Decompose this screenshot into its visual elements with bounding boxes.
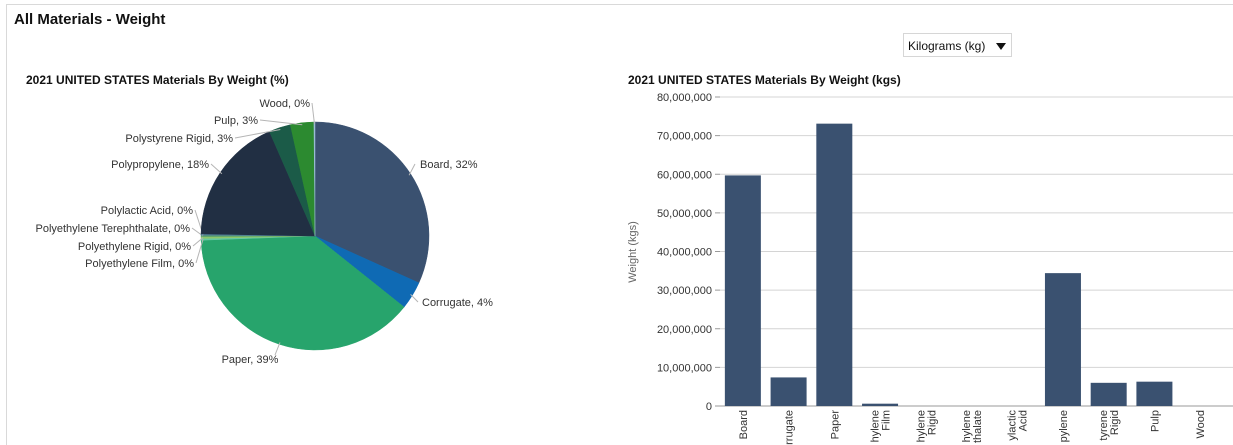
y-tick-label: 70,000,000 [657, 131, 712, 143]
bar[interactable] [724, 175, 761, 406]
pie-leader-line [234, 129, 281, 139]
pie-slice-label: Polypropylene, 18% [111, 159, 209, 171]
bar[interactable] [1090, 382, 1127, 406]
x-tick-label: Paper [829, 410, 841, 440]
x-tick-label: hylene thalate [961, 410, 984, 443]
bar-chart-title: 2021 UNITED STATES Materials By Weight (… [628, 73, 901, 87]
x-tick-label: hylene Rigid [915, 410, 938, 442]
y-tick-label: 80,000,000 [657, 92, 712, 104]
x-tick-label: tyrene Rigid [1098, 410, 1121, 441]
x-tick-label-line: Rigid [926, 410, 938, 435]
pie-leader-line [195, 239, 204, 264]
x-tick-label-line: Film [881, 410, 893, 431]
pie-slice-label: Polystyrene Rigid, 3% [125, 133, 233, 145]
y-tick-label: 20,000,000 [657, 324, 712, 336]
x-tick-label-line: ylactic [1007, 410, 1019, 441]
x-tick-label-line: hylene [870, 410, 882, 442]
y-tick-label: 50,000,000 [657, 208, 712, 220]
x-tick-label: Wood [1195, 410, 1207, 439]
bar[interactable] [770, 377, 807, 406]
page-title: All Materials - Weight [14, 11, 166, 28]
bar[interactable] [1136, 381, 1173, 406]
x-tick-label: Board [738, 410, 750, 439]
x-tick-label-line: Pulp [1149, 410, 1161, 432]
x-tick-label-line: hylene [961, 410, 973, 442]
pie-slice-label: Wood, 0% [259, 98, 310, 110]
pie-leader-line [410, 294, 419, 303]
pie-leader-line [311, 102, 315, 125]
bar[interactable] [862, 403, 899, 406]
pie-slice-label: Corrugate, 4% [422, 297, 493, 309]
pie-slice-label: Pulp, 3% [214, 115, 258, 127]
x-tick-label: Pulp [1149, 410, 1161, 432]
pie-slice[interactable] [314, 121, 430, 284]
caret-down-icon [996, 43, 1006, 50]
x-tick-label-line: Wood [1195, 410, 1207, 439]
pie-leader-line [274, 342, 281, 356]
pie-chart: Board, 32% Corrugate, 4% Paper, 39% Polyeth… [35, 98, 493, 366]
x-tick-label: hylene Film [870, 410, 893, 442]
pie-slice-label: Polyethylene Terephthalate, 0% [35, 223, 190, 235]
x-tick-label: pylene [1058, 410, 1070, 442]
pie-slice-label: Polyethylene Film, 0% [85, 258, 194, 270]
pie-slice-label: Polylactic Acid, 0% [101, 205, 194, 217]
x-tick-label-line: Rigid [1109, 410, 1121, 435]
x-tick-label-line: Paper [829, 410, 841, 440]
y-tick-label: 60,000,000 [657, 169, 712, 181]
pie-slice-label: Board, 32% [420, 159, 478, 171]
x-tick-label-line: hylene [915, 410, 927, 442]
unit-select[interactable]: Kilograms (kg) [903, 33, 1012, 57]
x-tick-label-line: Board [738, 410, 750, 439]
x-tick-label: ylactic Acid [1007, 410, 1030, 441]
pie-chart-title: 2021 UNITED STATES Materials By Weight (… [26, 73, 289, 87]
pie-slice-label: Polyethylene Rigid, 0% [78, 241, 191, 253]
y-tick-label: 0 [706, 401, 712, 413]
y-tick-label: 10,000,000 [657, 362, 712, 374]
pie-leader-line [210, 163, 223, 175]
pie-leader-line [192, 237, 204, 247]
pie-leader-line [408, 163, 416, 176]
dashboard-frame [6, 4, 1233, 445]
x-tick-label-line: rrugate [784, 410, 796, 445]
y-axis-label: Weight (kgs) [627, 221, 639, 283]
x-tick-label-line: tyrene [1098, 410, 1110, 441]
pie-leader-line [259, 119, 303, 126]
bar[interactable] [816, 123, 853, 407]
y-tick-label: 40,000,000 [657, 247, 712, 259]
pie-slice-label: Paper, 39% [222, 354, 279, 366]
y-tick-label: 30,000,000 [657, 285, 712, 297]
bar[interactable] [1044, 273, 1081, 406]
x-tick-label-line: pylene [1058, 410, 1070, 442]
bar-chart: 0 10,000,000 20,000,000 30,000,000 40,000,00… [627, 92, 1233, 445]
unit-select-value: Kilograms (kg) [908, 39, 986, 53]
x-tick-label: rrugate [784, 410, 796, 445]
x-tick-label-line: thalate [972, 410, 984, 443]
x-tick-label-line: Acid [1018, 410, 1030, 431]
